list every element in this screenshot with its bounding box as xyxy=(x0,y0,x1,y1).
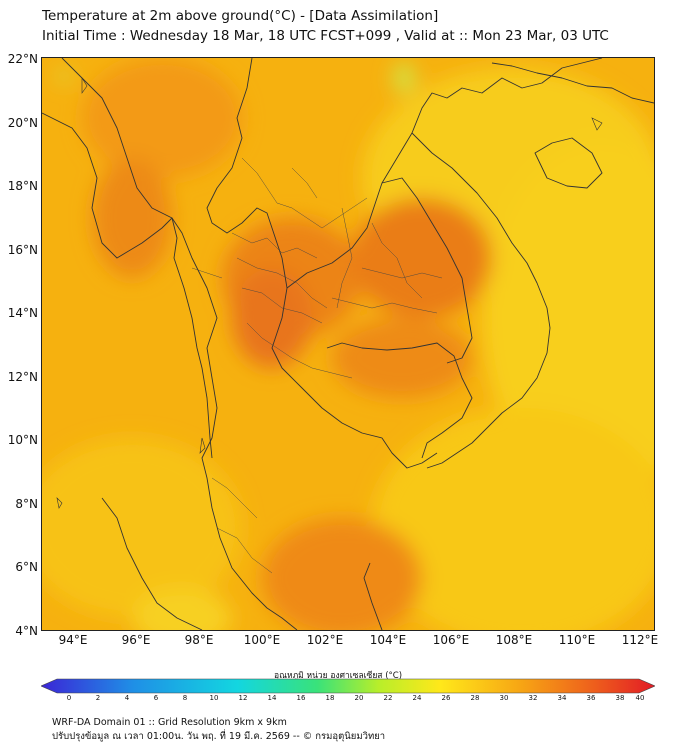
colorbar-tick: 38 xyxy=(615,694,625,702)
temperature-field xyxy=(42,58,654,630)
colorbar-tick: 4 xyxy=(124,694,130,702)
colorbar-tick: 24 xyxy=(412,694,422,702)
lon-label: 108°E xyxy=(495,633,533,647)
lon-label: 106°E xyxy=(432,633,470,647)
footer-update-info: ปรับปรุงข้อมูล ณ เวลา 01:00น. วัน พฤ. ที… xyxy=(52,731,386,742)
colorbar-tick: 0 xyxy=(66,694,72,702)
title-block: Temperature at 2m above ground(°C) - [Da… xyxy=(42,6,609,46)
lat-label: 4°N xyxy=(15,624,38,638)
lat-label: 10°N xyxy=(7,433,38,447)
colorbar-tick: 34 xyxy=(557,694,567,702)
lat-label: 12°N xyxy=(7,370,38,384)
lat-label: 14°N xyxy=(7,306,38,320)
lat-label: 20°N xyxy=(7,116,38,130)
colorbar-ticks: 0 2 4 6 8 10 12 14 16 18 20 22 24 26 28 … xyxy=(0,694,676,706)
islands xyxy=(56,76,603,509)
lat-label: 8°N xyxy=(15,497,38,511)
colorbar-tick: 30 xyxy=(499,694,509,702)
map-subtitle: Initial Time : Wednesday 18 Mar, 18 UTC … xyxy=(42,28,609,44)
colorbar-tick: 12 xyxy=(238,694,248,702)
country-borders xyxy=(42,58,654,630)
lat-label: 16°N xyxy=(7,243,38,257)
colorbar-tick: 2 xyxy=(95,694,101,702)
lon-label: 96°E xyxy=(121,633,151,647)
colorbar-tick: 28 xyxy=(470,694,480,702)
province-borders xyxy=(191,157,443,574)
colorbar-tick: 8 xyxy=(182,694,188,702)
lon-label: 112°E xyxy=(621,633,659,647)
colorbar xyxy=(41,678,655,694)
lon-label: 94°E xyxy=(58,633,88,647)
lon-label: 100°E xyxy=(243,633,281,647)
colorbar-tick: 32 xyxy=(528,694,538,702)
footer: WRF-DA Domain 01 :: Grid Resolution 9km … xyxy=(52,716,385,744)
footer-model-info: WRF-DA Domain 01 :: Grid Resolution 9km … xyxy=(52,717,287,728)
lon-label: 110°E xyxy=(558,633,596,647)
colorbar-label: อุณหภูมิ หน่วย องศาเซลเซียส (°C) xyxy=(273,671,403,681)
lon-label: 102°E xyxy=(306,633,344,647)
temperature-map[interactable] xyxy=(41,57,655,631)
lat-label: 18°N xyxy=(7,179,38,193)
lat-label: 6°N xyxy=(15,560,38,574)
colorbar-tick: 6 xyxy=(153,694,159,702)
lon-label: 98°E xyxy=(184,633,214,647)
colorbar-tick: 18 xyxy=(325,694,335,702)
colorbar-tick: 20 xyxy=(354,694,364,702)
colorbar-tick: 14 xyxy=(267,694,277,702)
colorbar-tick: 16 xyxy=(296,694,306,702)
colorbar-tick: 40 xyxy=(635,694,645,702)
colorbar-tick: 22 xyxy=(383,694,393,702)
colorbar-tick: 36 xyxy=(586,694,596,702)
colorbar-tick: 26 xyxy=(441,694,451,702)
lon-label: 104°E xyxy=(369,633,407,647)
colorbar-tick: 10 xyxy=(209,694,219,702)
lat-label: 22°N xyxy=(7,52,38,66)
map-title: Temperature at 2m above ground(°C) - [Da… xyxy=(42,8,439,24)
